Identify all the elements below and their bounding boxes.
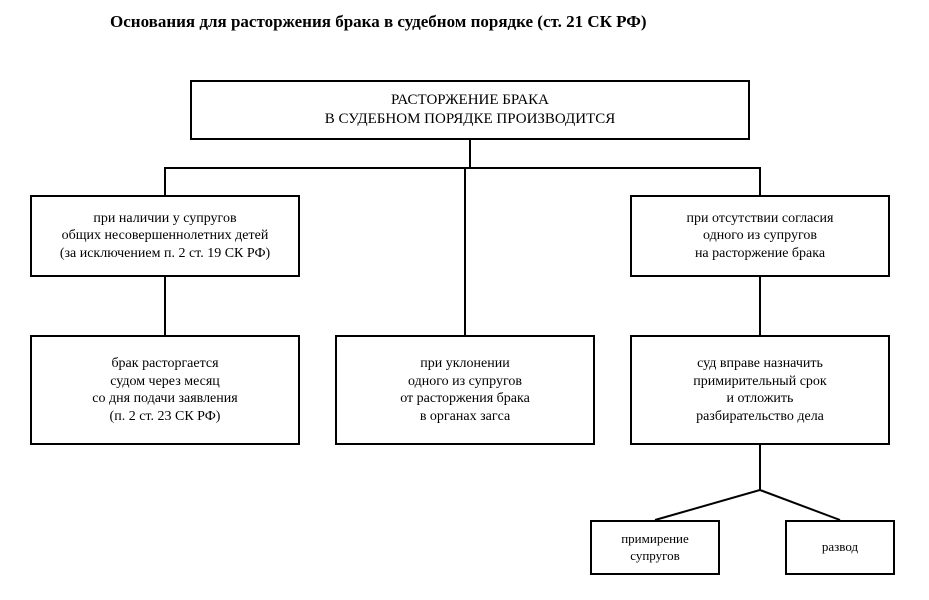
node-out-b-text: развод (822, 539, 858, 555)
node-left1-text: при наличии у супруговобщих несовершенно… (60, 210, 270, 263)
node-left2-text: брак расторгаетсясудом через месяцсо дня… (92, 355, 237, 425)
node-mid2: при уклоненииодного из супруговот растор… (335, 335, 595, 445)
node-root: РАСТОРЖЕНИЕ БРАКАВ СУДЕБНОМ ПОРЯДКЕ ПРОИ… (190, 80, 750, 140)
node-out-a-text: примирениесупругов (621, 531, 689, 564)
node-right2: суд вправе назначитьпримирительный сроки… (630, 335, 890, 445)
node-out-a: примирениесупругов (590, 520, 720, 575)
node-left2: брак расторгаетсясудом через месяцсо дня… (30, 335, 300, 445)
diagram-title: Основания для расторжения брака в судебн… (110, 12, 647, 32)
node-right1: при отсутствии согласияодного из супруго… (630, 195, 890, 277)
node-out-b: развод (785, 520, 895, 575)
node-left1: при наличии у супруговобщих несовершенно… (30, 195, 300, 277)
node-root-text: РАСТОРЖЕНИЕ БРАКАВ СУДЕБНОМ ПОРЯДКЕ ПРОИ… (325, 91, 616, 129)
node-right1-text: при отсутствии согласияодного из супруго… (687, 210, 834, 263)
node-mid2-text: при уклоненииодного из супруговот растор… (400, 355, 530, 425)
node-right2-text: суд вправе назначитьпримирительный сроки… (693, 355, 826, 425)
